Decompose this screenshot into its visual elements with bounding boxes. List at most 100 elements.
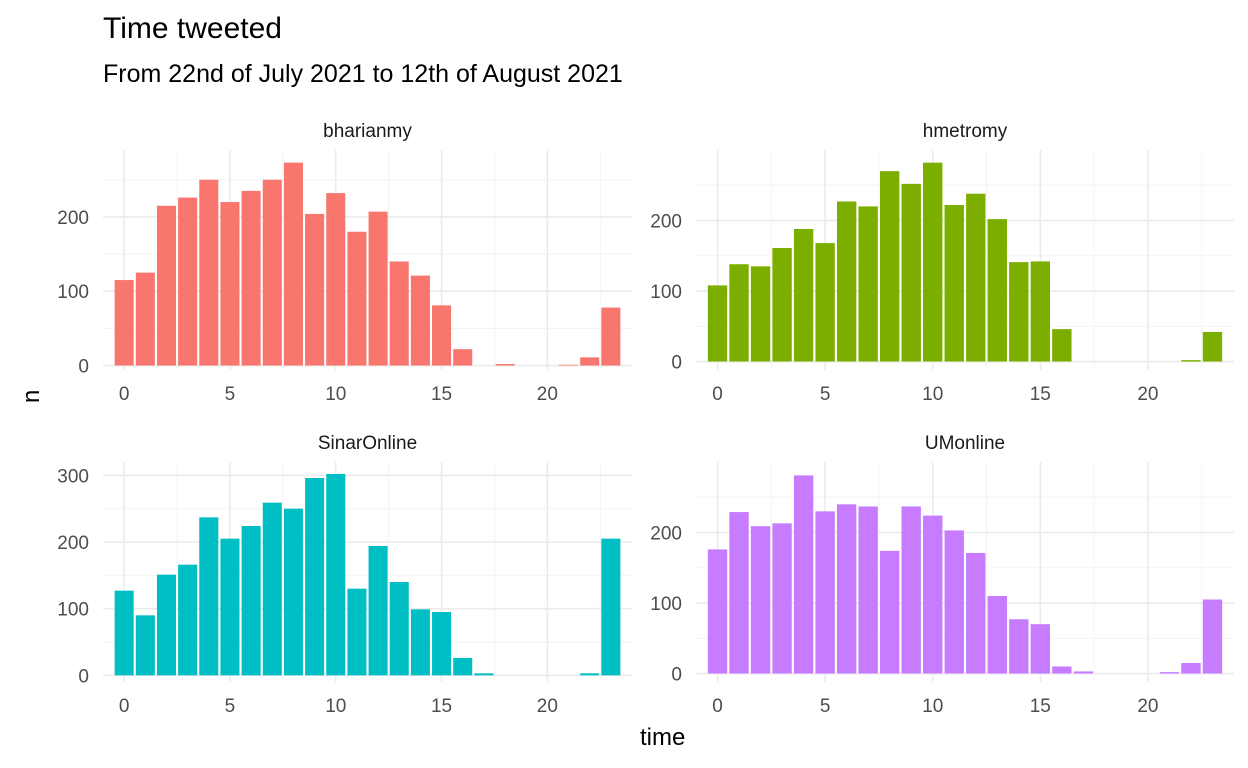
bar-hmetromy-1 <box>729 264 749 362</box>
facet-panel-bharianmy: bharianmy 0 100 200 0 5 10 15 20 <box>57 121 632 405</box>
x-tick-label: 15 <box>431 384 452 405</box>
bar-hmetromy-14 <box>1009 262 1029 362</box>
y-tick-label: 100 <box>650 282 682 303</box>
y-tick-label: 0 <box>78 666 89 687</box>
bar-hmetromy-10 <box>923 162 943 362</box>
bar-SinarOnline-23 <box>601 538 621 676</box>
x-tick-label: 0 <box>119 696 130 717</box>
x-tick-label: 20 <box>537 384 558 405</box>
bar-SinarOnline-14 <box>410 609 430 676</box>
x-tick-label: 0 <box>119 384 130 405</box>
bar-bharianmy-14 <box>410 275 430 366</box>
bar-UMonline-10 <box>923 515 943 674</box>
bar-hmetromy-7 <box>858 206 878 362</box>
bar-UMonline-5 <box>815 511 835 674</box>
x-tick-label: 10 <box>325 696 346 717</box>
bar-UMonline-21 <box>1159 672 1180 674</box>
y-tick-label: 0 <box>671 665 682 686</box>
bar-UMonline-17 <box>1073 671 1094 674</box>
bar-bharianmy-23 <box>601 307 621 366</box>
bar-SinarOnline-8 <box>283 508 303 676</box>
chart-title: Time tweeted <box>103 12 282 45</box>
facet-label-hmetromy: hmetromy <box>923 121 1008 142</box>
bar-UMonline-11 <box>944 530 964 674</box>
x-tick-label: 10 <box>922 696 943 717</box>
y-tick-label: 100 <box>57 600 89 621</box>
y-tick-label: 200 <box>57 208 89 229</box>
bar-UMonline-0 <box>707 549 728 674</box>
bar-bharianmy-9 <box>305 213 325 366</box>
x-tick-label: 5 <box>225 384 236 405</box>
bar-hmetromy-0 <box>707 285 728 362</box>
bar-bharianmy-13 <box>389 261 409 366</box>
bar-UMonline-14 <box>1009 619 1029 674</box>
bar-bharianmy-5 <box>220 202 240 366</box>
bar-SinarOnline-16 <box>453 658 473 676</box>
bar-bharianmy-4 <box>199 179 219 366</box>
bar-hmetromy-2 <box>750 266 771 362</box>
bar-SinarOnline-1 <box>135 615 155 676</box>
y-tick-label: 100 <box>57 282 89 303</box>
bar-UMonline-3 <box>772 523 792 674</box>
bar-SinarOnline-5 <box>220 538 240 676</box>
x-tick-label: 5 <box>820 696 831 717</box>
facet-label-bharianmy: bharianmy <box>323 121 412 142</box>
bar-hmetromy-16 <box>1052 329 1072 362</box>
facet-label-SinarOnline: SinarOnline <box>318 433 417 454</box>
facet-panel-UMonline: UMonline 0 100 200 0 5 10 15 20 <box>650 433 1234 717</box>
bar-bharianmy-10 <box>326 193 346 366</box>
bar-UMonline-6 <box>836 504 857 674</box>
x-tick-label: 10 <box>922 384 943 405</box>
y-tick-label: 0 <box>78 357 89 378</box>
x-tick-label: 15 <box>431 696 452 717</box>
x-tick-label: 20 <box>537 696 558 717</box>
facet-panel-hmetromy: hmetromy 0 100 200 0 5 10 15 20 <box>650 121 1234 405</box>
facet-label-UMonline: UMonline <box>925 433 1005 454</box>
bar-bharianmy-3 <box>178 197 198 366</box>
bar-UMonline-22 <box>1181 662 1201 674</box>
bar-SinarOnline-13 <box>389 582 409 676</box>
bar-SinarOnline-3 <box>178 564 198 676</box>
bar-SinarOnline-7 <box>262 502 282 676</box>
bar-SinarOnline-4 <box>199 517 219 676</box>
x-axis-label: time <box>640 724 686 751</box>
facet-panel-SinarOnline: SinarOnline 0 100 200 300 0 5 10 15 20 <box>57 433 632 717</box>
bar-SinarOnline-2 <box>156 574 177 676</box>
x-tick-label: 10 <box>325 384 346 405</box>
bar-SinarOnline-12 <box>368 546 388 676</box>
bar-hmetromy-8 <box>879 171 900 362</box>
bar-bharianmy-18 <box>495 364 515 366</box>
x-tick-label: 0 <box>712 384 723 405</box>
bar-UMonline-7 <box>858 506 878 674</box>
bar-hmetromy-13 <box>987 219 1007 362</box>
bar-hmetromy-12 <box>966 193 986 362</box>
bar-bharianmy-12 <box>368 211 388 366</box>
x-tick-label: 20 <box>1137 384 1158 405</box>
bar-UMonline-16 <box>1052 666 1072 674</box>
bar-UMonline-12 <box>966 552 986 674</box>
bar-hmetromy-23 <box>1202 331 1223 362</box>
bar-SinarOnline-15 <box>432 612 452 676</box>
bar-SinarOnline-0 <box>114 590 134 676</box>
x-tick-label: 15 <box>1030 384 1051 405</box>
bar-bharianmy-22 <box>580 357 600 366</box>
bar-bharianmy-16 <box>453 349 473 366</box>
x-tick-label: 15 <box>1030 696 1051 717</box>
bar-UMonline-1 <box>729 512 749 674</box>
bar-bharianmy-6 <box>241 190 261 366</box>
bar-bharianmy-8 <box>283 162 303 366</box>
bar-bharianmy-1 <box>135 272 155 366</box>
y-tick-label: 300 <box>57 466 89 487</box>
bar-UMonline-8 <box>879 550 900 674</box>
bar-hmetromy-22 <box>1181 360 1201 362</box>
x-tick-label: 5 <box>820 384 831 405</box>
bar-SinarOnline-9 <box>305 478 325 676</box>
bar-hmetromy-9 <box>901 183 921 362</box>
bar-UMonline-15 <box>1030 624 1051 674</box>
bar-SinarOnline-6 <box>241 526 261 676</box>
x-tick-label: 20 <box>1137 696 1158 717</box>
bar-UMonline-2 <box>750 526 771 674</box>
x-tick-label: 0 <box>712 696 723 717</box>
bar-SinarOnline-11 <box>347 588 367 676</box>
bar-SinarOnline-10 <box>326 474 346 676</box>
